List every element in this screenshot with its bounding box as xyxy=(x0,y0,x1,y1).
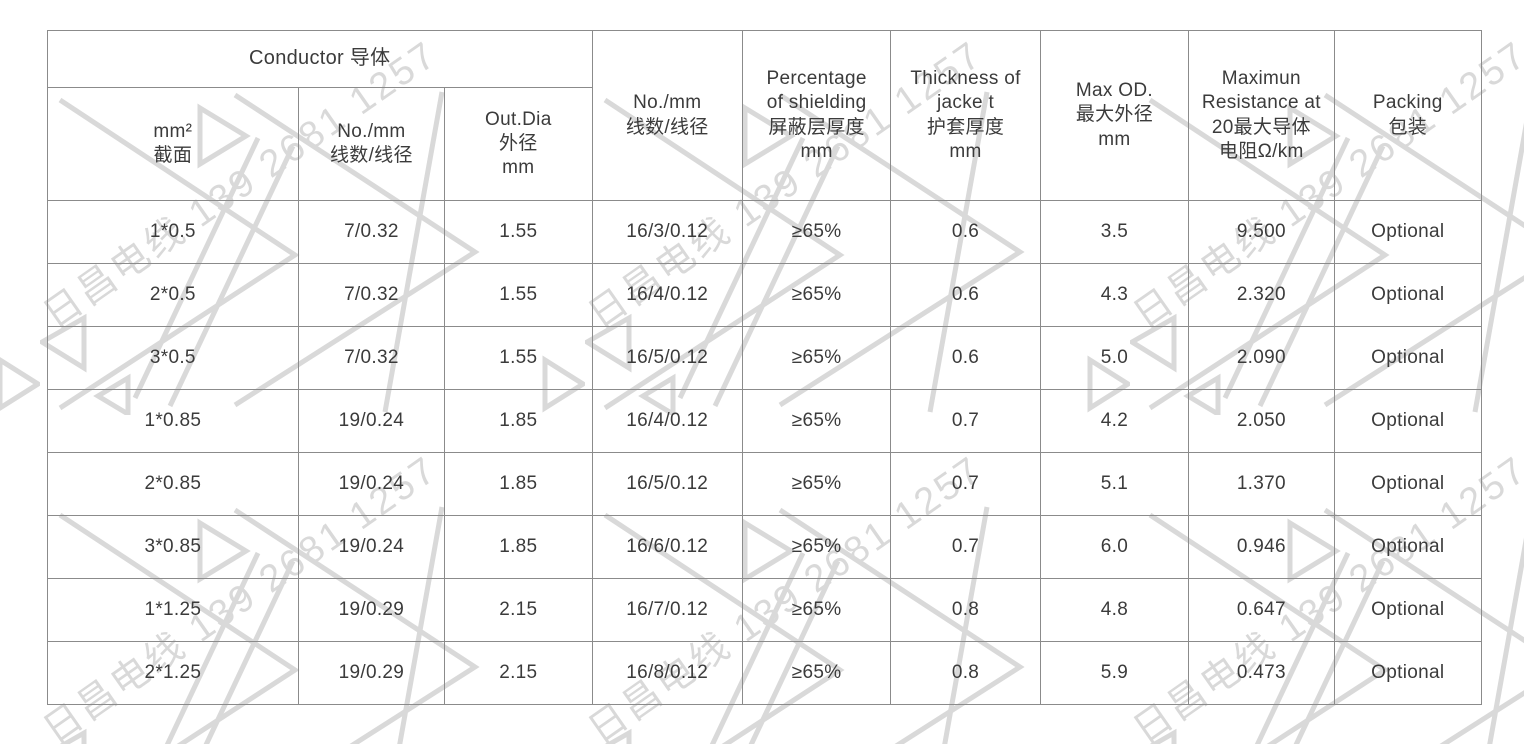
table-cell: 4.3 xyxy=(1039,263,1190,327)
table-cell: Optional xyxy=(1333,641,1483,705)
table-row: 2*1.25 19/0.29 2.15 16/8/0.12 ≥65% 0.8 5.9 0.47… xyxy=(47,641,1483,705)
col-header-out-dia: Out.Dia 外径 mm xyxy=(444,87,593,201)
table-cell: 16/5/0.12 xyxy=(591,326,743,390)
table-cell: 1.85 xyxy=(444,452,593,516)
table-cell: ≥65% xyxy=(741,578,892,642)
table-cell: 0.946 xyxy=(1188,515,1335,579)
table-cell: 19/0.29 xyxy=(297,641,446,705)
table-cell: 1.55 xyxy=(444,326,593,390)
table-cell: 0.6 xyxy=(890,326,1041,390)
col-header-jacket-thickness: Thickness of jacke t 护套厚度 mm xyxy=(890,30,1041,201)
table-cell: 5.1 xyxy=(1039,452,1190,516)
spec-table-header: Conductor 导体 No./mm 线数/线径 Percentage of … xyxy=(47,30,1483,201)
table-cell: 4.8 xyxy=(1039,578,1190,642)
table-cell: 6.0 xyxy=(1039,515,1190,579)
table-cell: 0.7 xyxy=(890,389,1041,453)
table-row: 2*0.5 7/0.32 1.55 16/4/0.12 ≥65% 0.6 4.3 2.320 O… xyxy=(47,263,1483,327)
table-cell: 16/7/0.12 xyxy=(591,578,743,642)
table-cell: 0.473 xyxy=(1188,641,1335,705)
table-cell: 1*0.5 xyxy=(47,200,299,264)
table-cell: 0.8 xyxy=(890,578,1041,642)
col-header-max-resistance: Maximun Resistance at 20最大导体 电阻Ω/km xyxy=(1188,30,1335,201)
table-cell: 16/6/0.12 xyxy=(591,515,743,579)
table-cell: Optional xyxy=(1333,326,1483,390)
table-row: 3*0.5 7/0.32 1.55 16/5/0.12 ≥65% 0.6 5.0 2.090 O… xyxy=(47,326,1483,390)
table-cell: 0.6 xyxy=(890,263,1041,327)
col-header-shield-percentage: Percentage of shielding 屏蔽层厚度 mm xyxy=(741,30,892,201)
table-cell: 5.0 xyxy=(1039,326,1190,390)
table-cell: 0.647 xyxy=(1188,578,1335,642)
table-cell: 16/5/0.12 xyxy=(591,452,743,516)
table-cell: 4.2 xyxy=(1039,389,1190,453)
table-cell: 1.370 xyxy=(1188,452,1335,516)
table-cell: 16/4/0.12 xyxy=(591,263,743,327)
table-cell: 7/0.32 xyxy=(297,263,446,327)
table-row: 2*0.85 19/0.24 1.85 16/5/0.12 ≥65% 0.7 5.1 1.37… xyxy=(47,452,1483,516)
table-row: 3*0.85 19/0.24 1.85 16/6/0.12 ≥65% 0.7 6.0 0.94… xyxy=(47,515,1483,579)
table-cell: 1*0.85 xyxy=(47,389,299,453)
table-cell: 2*0.5 xyxy=(47,263,299,327)
spec-table: Conductor 导体 No./mm 线数/线径 Percentage of … xyxy=(47,30,1483,705)
table-cell: 0.8 xyxy=(890,641,1041,705)
table-row: 1*0.5 7/0.32 1.55 16/3/0.12 ≥65% 0.6 3.5 9.500 O… xyxy=(47,200,1483,264)
table-cell: 0.7 xyxy=(890,515,1041,579)
table-cell: 16/4/0.12 xyxy=(591,389,743,453)
table-cell: 1.55 xyxy=(444,200,593,264)
table-cell: 3*0.5 xyxy=(47,326,299,390)
table-cell: Optional xyxy=(1333,263,1483,327)
table-cell: Optional xyxy=(1333,452,1483,516)
table-cell: 3.5 xyxy=(1039,200,1190,264)
table-cell: 19/0.29 xyxy=(297,578,446,642)
table-cell: ≥65% xyxy=(741,452,892,516)
table-cell: 2.15 xyxy=(444,578,593,642)
col-header-section-area: mm² 截面 xyxy=(47,87,299,201)
table-cell: ≥65% xyxy=(741,326,892,390)
table-cell: ≥65% xyxy=(741,389,892,453)
table-cell: 7/0.32 xyxy=(297,326,446,390)
col-header-packing: Packing 包装 xyxy=(1333,30,1483,201)
table-cell: ≥65% xyxy=(741,515,892,579)
spec-table-body: 1*0.5 7/0.32 1.55 16/3/0.12 ≥65% 0.6 3.5 9.500 O… xyxy=(47,200,1483,705)
table-cell: Optional xyxy=(1333,578,1483,642)
table-cell: 2.090 xyxy=(1188,326,1335,390)
table-cell: ≥65% xyxy=(741,641,892,705)
table-cell: ≥65% xyxy=(741,263,892,327)
table-cell: 2.050 xyxy=(1188,389,1335,453)
table-row: 1*0.85 19/0.24 1.85 16/4/0.12 ≥65% 0.7 4.2 2.05… xyxy=(47,389,1483,453)
table-cell: Optional xyxy=(1333,389,1483,453)
table-cell: 19/0.24 xyxy=(297,389,446,453)
group-header-conductor: Conductor 导体 xyxy=(47,30,593,88)
table-cell: 2.320 xyxy=(1188,263,1335,327)
col-header-max-od: Max OD. 最大外径 mm xyxy=(1039,30,1190,201)
table-cell: 0.7 xyxy=(890,452,1041,516)
table-cell: 1.85 xyxy=(444,389,593,453)
table-cell: 1.55 xyxy=(444,263,593,327)
table-row: 1*1.25 19/0.29 2.15 16/7/0.12 ≥65% 0.8 4.8 0.64… xyxy=(47,578,1483,642)
table-cell: Optional xyxy=(1333,515,1483,579)
table-cell: 7/0.32 xyxy=(297,200,446,264)
col-header-conductor-strands: No./mm 线数/线径 xyxy=(297,87,446,201)
table-cell: 2*0.85 xyxy=(47,452,299,516)
table-cell: 1*1.25 xyxy=(47,578,299,642)
table-cell: 19/0.24 xyxy=(297,515,446,579)
table-cell: 5.9 xyxy=(1039,641,1190,705)
table-cell: 3*0.85 xyxy=(47,515,299,579)
table-cell: 2.15 xyxy=(444,641,593,705)
table-cell: ≥65% xyxy=(741,200,892,264)
table-cell: 1.85 xyxy=(444,515,593,579)
table-cell: Optional xyxy=(1333,200,1483,264)
table-cell: 9.500 xyxy=(1188,200,1335,264)
table-cell: 0.6 xyxy=(890,200,1041,264)
table-cell: 2*1.25 xyxy=(47,641,299,705)
table-cell: 16/3/0.12 xyxy=(591,200,743,264)
col-header-shield-strands: No./mm 线数/线径 xyxy=(591,30,743,201)
table-cell: 19/0.24 xyxy=(297,452,446,516)
table-cell: 16/8/0.12 xyxy=(591,641,743,705)
